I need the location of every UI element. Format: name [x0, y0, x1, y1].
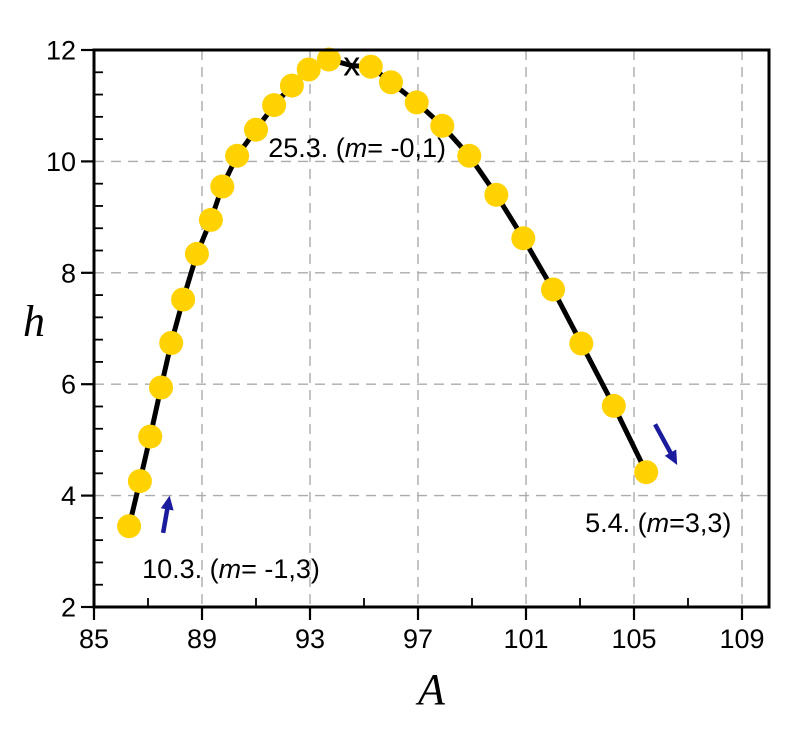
data-point [457, 143, 482, 168]
y-axis-label: h [23, 297, 45, 346]
data-point [210, 174, 235, 199]
x-tick-label: 93 [295, 624, 325, 654]
data-point [296, 57, 321, 82]
x-tick-label: 89 [187, 624, 217, 654]
y-tick-label: 12 [46, 36, 76, 66]
annotation-25-3: 25.3. (m= -0,1) [268, 133, 446, 163]
data-point [262, 93, 287, 118]
data-point [601, 393, 626, 418]
data-point [159, 331, 184, 355]
data-point [358, 54, 383, 79]
data-point [225, 143, 250, 168]
data-point [244, 117, 268, 142]
data-point [569, 331, 594, 356]
data-point [198, 207, 223, 232]
arrow-down-right-shaft [653, 423, 675, 459]
data-point [541, 277, 565, 302]
data-point [149, 375, 173, 400]
data-point [379, 70, 403, 95]
data-point [511, 226, 536, 251]
plot-frame [92, 48, 771, 609]
x-tick-label: 85 [79, 624, 109, 654]
y-tick-label: 4 [61, 481, 76, 511]
x-tick-label: 101 [503, 624, 548, 654]
data-point [316, 47, 341, 72]
data-point [404, 90, 429, 115]
data-point [171, 287, 196, 312]
data-point [184, 241, 209, 266]
y-tick-label: 8 [61, 258, 76, 288]
x-marker: x [343, 46, 360, 84]
arrow-down-right-head [664, 449, 678, 465]
x-tick-label: 105 [611, 624, 656, 654]
annotation-10-3: 10.3. (m= -1,3) [142, 554, 320, 584]
arrow-up-left-head [160, 495, 174, 511]
data-point [127, 469, 152, 494]
annotation-5-4: 5.4. (m=3,3) [585, 508, 731, 538]
y-tick-label: 6 [61, 370, 76, 400]
x-tick-label: 97 [403, 624, 433, 654]
data-point [484, 182, 509, 207]
x-axis-label: A [415, 665, 446, 714]
y-tick-label: 10 [46, 147, 76, 177]
x-tick-label: 109 [719, 624, 764, 654]
data-point [138, 424, 163, 449]
y-tick-label: 2 [61, 593, 76, 623]
data-point [430, 113, 455, 138]
data-point [634, 460, 659, 485]
data-point [117, 514, 142, 539]
data-point [279, 73, 304, 98]
